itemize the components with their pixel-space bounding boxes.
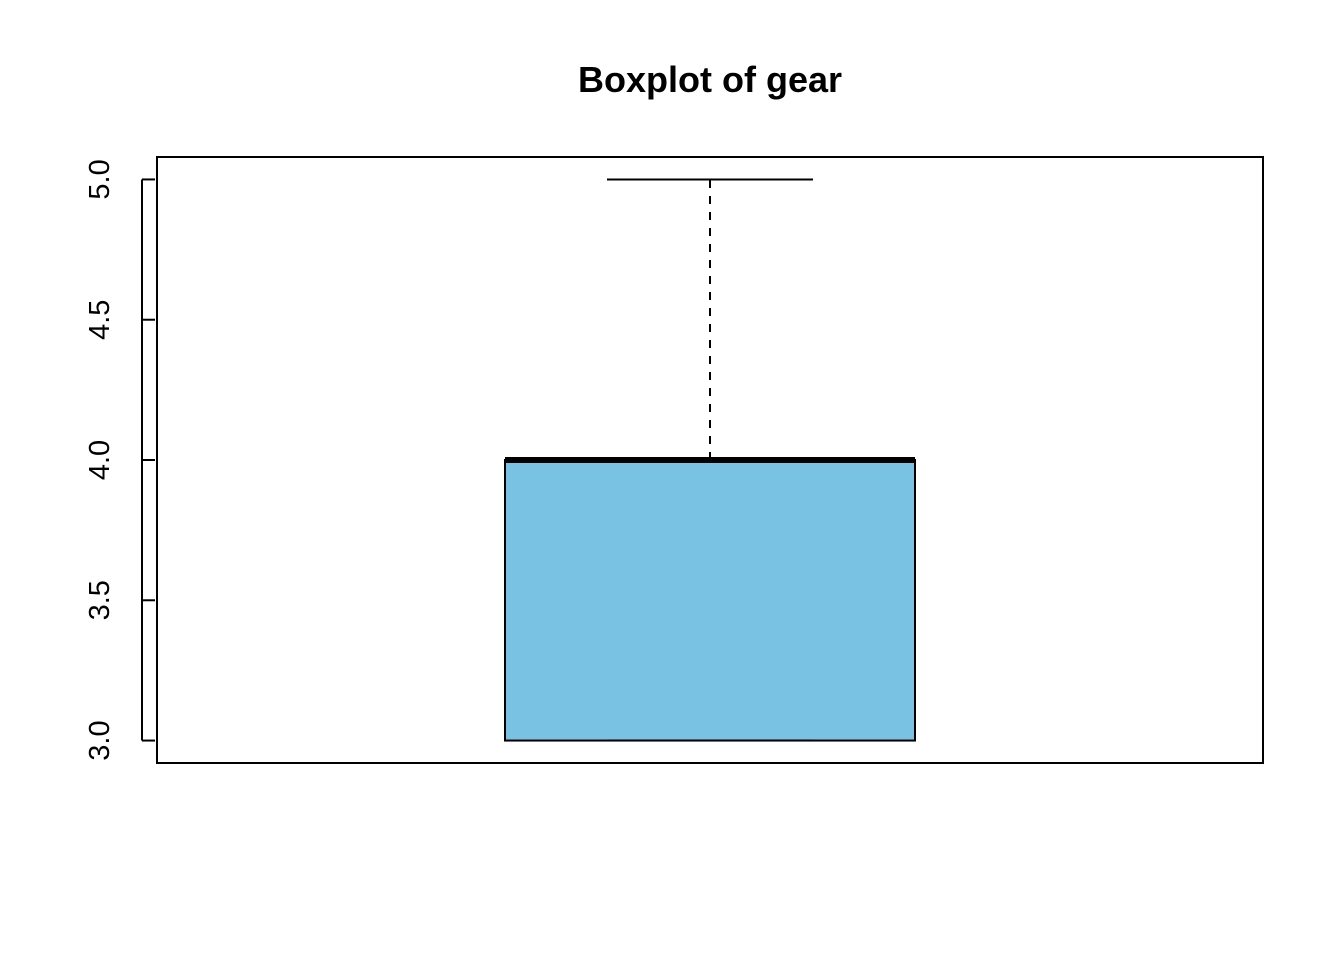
chart-title: Boxplot of gear	[578, 59, 842, 100]
box	[504, 459, 916, 742]
plot-frame	[156, 156, 1264, 764]
y-tick-label: 5.0	[84, 159, 116, 199]
y-axis: 3.0 3.5 4.0 4.5 5.0	[84, 159, 155, 761]
y-tick-label: 3.0	[84, 720, 116, 760]
y-tick-label: 4.5	[84, 300, 116, 340]
y-tick-label: 3.5	[84, 580, 116, 620]
box-group	[504, 178, 916, 742]
y-tick-label: 4.0	[84, 440, 116, 480]
